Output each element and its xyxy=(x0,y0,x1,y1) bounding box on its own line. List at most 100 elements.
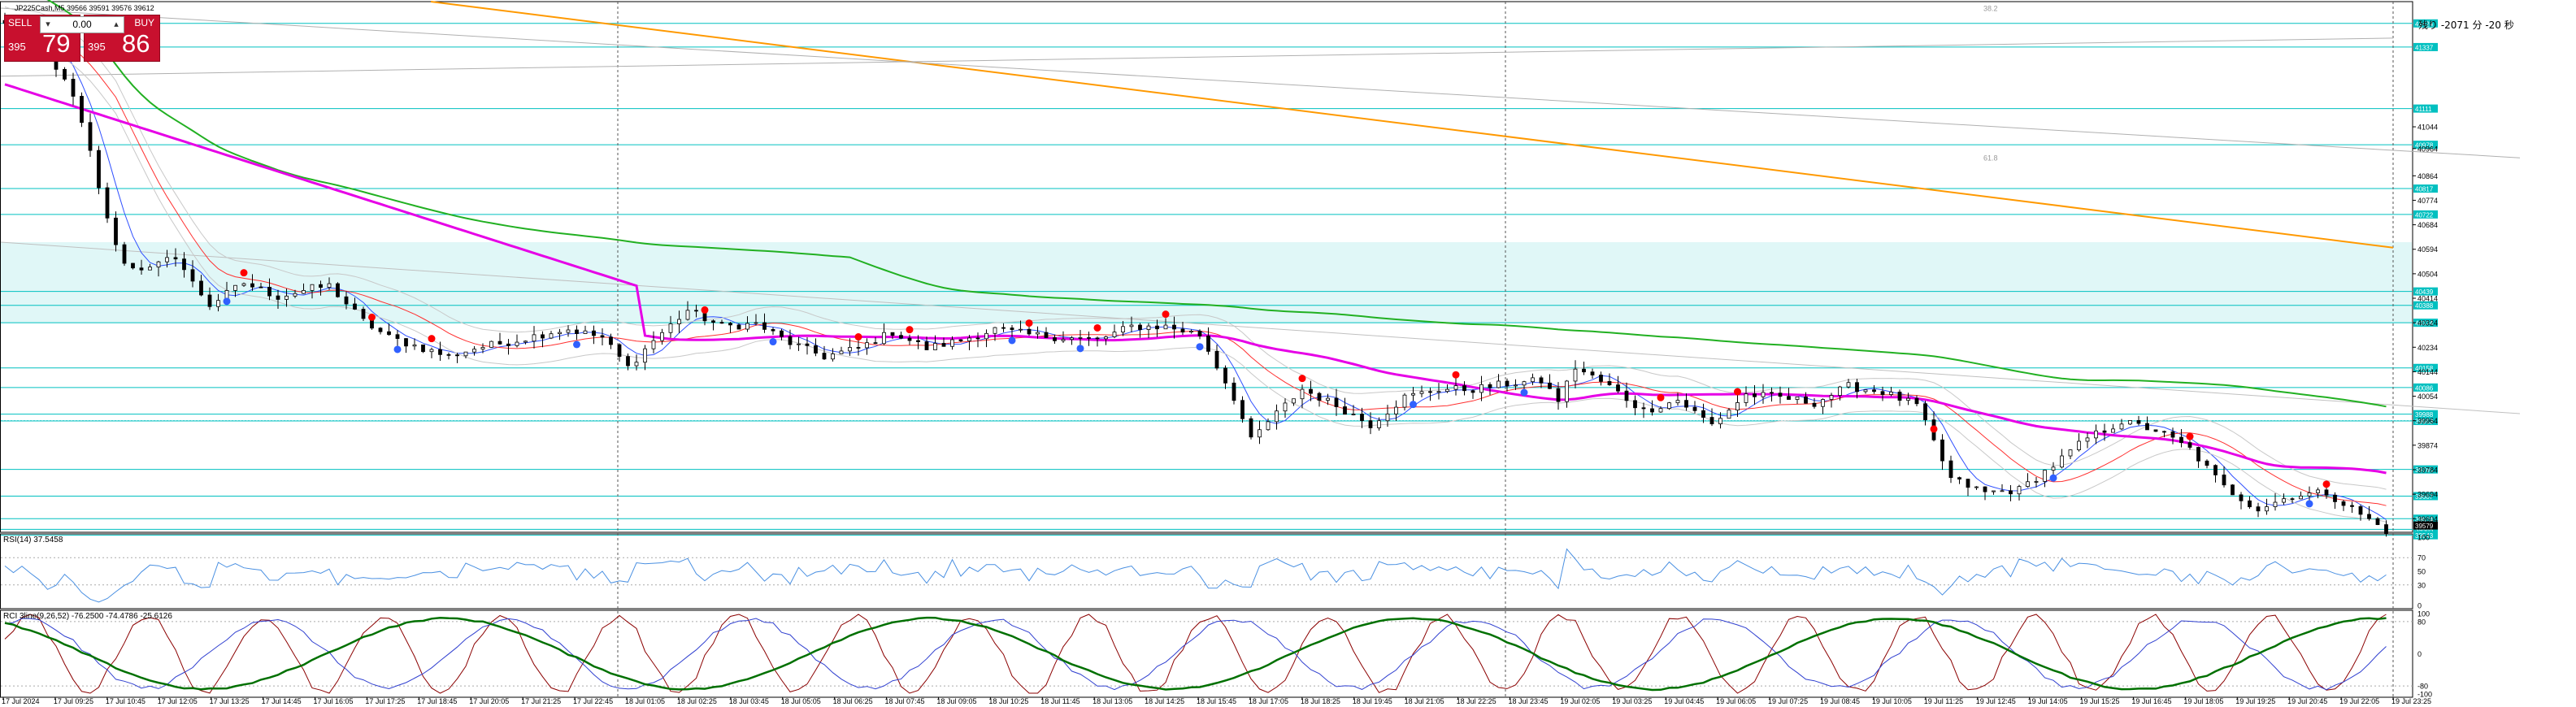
candle-body xyxy=(1488,384,1492,388)
candle-body xyxy=(1992,490,1996,492)
rsi-level-label: 0 xyxy=(2417,602,2422,610)
candle-body xyxy=(1863,389,1868,393)
price-tick-label: 40964 xyxy=(2417,145,2438,153)
price-tick-label: 40594 xyxy=(2417,245,2438,254)
candle-body xyxy=(1368,420,1373,428)
price-tick-label: 40504 xyxy=(2417,270,2438,278)
candle-body xyxy=(1275,410,1279,423)
candle-body xyxy=(1121,326,1125,333)
candle-body xyxy=(1292,398,1296,404)
candle-body xyxy=(873,342,878,345)
rsi-level-label: 100 xyxy=(2417,534,2430,542)
candle-body xyxy=(429,349,434,353)
time-label: 19 Jul 23:25 xyxy=(2391,697,2431,705)
time-label: 19 Jul 08:45 xyxy=(1820,697,1860,705)
candle-body xyxy=(2307,492,2312,497)
candle-body xyxy=(207,294,212,307)
candle-body xyxy=(489,340,493,348)
candle-body xyxy=(805,343,810,346)
candle-body xyxy=(1394,406,1398,414)
candle-body xyxy=(2205,460,2209,466)
time-label: 19 Jul 20:45 xyxy=(2287,697,2327,705)
time-label: 19 Jul 06:05 xyxy=(1716,697,1756,705)
sell-signal-dot xyxy=(428,335,436,343)
candle-body xyxy=(1735,402,1740,411)
level-label-box xyxy=(2413,184,2438,193)
candle-body xyxy=(446,354,451,356)
time-label: 18 Jul 03:45 xyxy=(729,697,769,705)
level-label: 41337 xyxy=(2415,44,2434,51)
candle-body xyxy=(1104,336,1108,340)
candle-body xyxy=(1582,368,1586,373)
sell-price-big: 79 xyxy=(42,29,71,58)
lot-decrease-icon[interactable]: ▾ xyxy=(46,20,50,29)
time-label: 19 Jul 22:05 xyxy=(2339,697,2379,705)
candle-body xyxy=(1787,396,1791,400)
candle-body xyxy=(592,330,596,336)
candle-body xyxy=(2358,505,2363,515)
buy-label: BUY xyxy=(134,17,154,28)
sell-signal-dot xyxy=(906,326,914,334)
candle-body xyxy=(2085,437,2090,442)
candle-body xyxy=(353,303,357,310)
green-ma-line xyxy=(46,0,2387,408)
candle-body xyxy=(1112,332,1117,337)
candle-body xyxy=(421,344,425,353)
candle-body xyxy=(1377,420,1381,428)
main-panel-frame xyxy=(0,1,2413,533)
bar-timer: 残り -2071 分 -20 秒 xyxy=(2418,20,2514,31)
candle-body xyxy=(1138,324,1142,330)
level-label: 41424 xyxy=(2415,20,2434,28)
candle-body xyxy=(2341,501,2346,506)
lot-value: 0.00 xyxy=(72,19,92,30)
level-label-box xyxy=(2413,383,2438,392)
time-label: 19 Jul 15:25 xyxy=(2080,697,2120,705)
time-label: 17 Jul 20:05 xyxy=(469,697,509,705)
candle-body xyxy=(1266,421,1271,431)
candle-body xyxy=(327,283,332,288)
sell-price-small: 395 xyxy=(8,41,26,53)
candle-body xyxy=(1470,390,1475,393)
candle-body xyxy=(2000,490,2005,492)
candle-body xyxy=(250,283,254,288)
candle-body xyxy=(2282,498,2286,503)
price-tick-label: 40684 xyxy=(2417,221,2438,229)
candle-body xyxy=(1249,418,1253,438)
lot-increase-icon[interactable]: ▴ xyxy=(114,20,119,29)
candle-body xyxy=(2009,490,2013,495)
level-label: 40978 xyxy=(2415,142,2434,150)
level-label-box xyxy=(2413,319,2438,327)
candle-body xyxy=(1658,408,1663,413)
candle-body xyxy=(148,267,152,271)
candle-body xyxy=(1411,393,1415,396)
candle-body xyxy=(1146,325,1151,330)
lot-size-input[interactable]: ▾ 0.00 ▴ xyxy=(40,16,124,33)
buy-signal-dot xyxy=(2305,500,2313,508)
time-label: 18 Jul 09:05 xyxy=(936,697,976,705)
candle-body xyxy=(685,310,690,320)
candle-body xyxy=(1214,350,1219,369)
level-label: 40086 xyxy=(2415,384,2434,392)
candle-body xyxy=(1155,325,1159,330)
rci-title: RCI 3line(9,26,52) -76.2500 -74.4786 -25… xyxy=(3,612,172,621)
candle-body xyxy=(2026,481,2030,488)
candle-body xyxy=(677,319,681,324)
rci-level-label: 100 xyxy=(2417,610,2430,618)
candle-body xyxy=(97,150,101,189)
rci-level-label: 80 xyxy=(2417,618,2426,626)
candle-body xyxy=(933,343,937,350)
candle-body xyxy=(890,332,895,336)
candle-body xyxy=(634,362,639,367)
candle-body xyxy=(523,340,528,343)
candle-body xyxy=(361,309,366,319)
time-label: 17 Jul 14:45 xyxy=(262,697,302,705)
candles-group xyxy=(2,12,2388,537)
candle-body xyxy=(711,320,715,323)
candle-body xyxy=(1974,486,1979,488)
candle-body xyxy=(549,333,554,339)
candle-body xyxy=(2375,518,2380,525)
time-label: 18 Jul 23:45 xyxy=(1508,697,1548,705)
orange-ma-line xyxy=(430,1,2394,249)
candle-body xyxy=(1309,388,1313,394)
